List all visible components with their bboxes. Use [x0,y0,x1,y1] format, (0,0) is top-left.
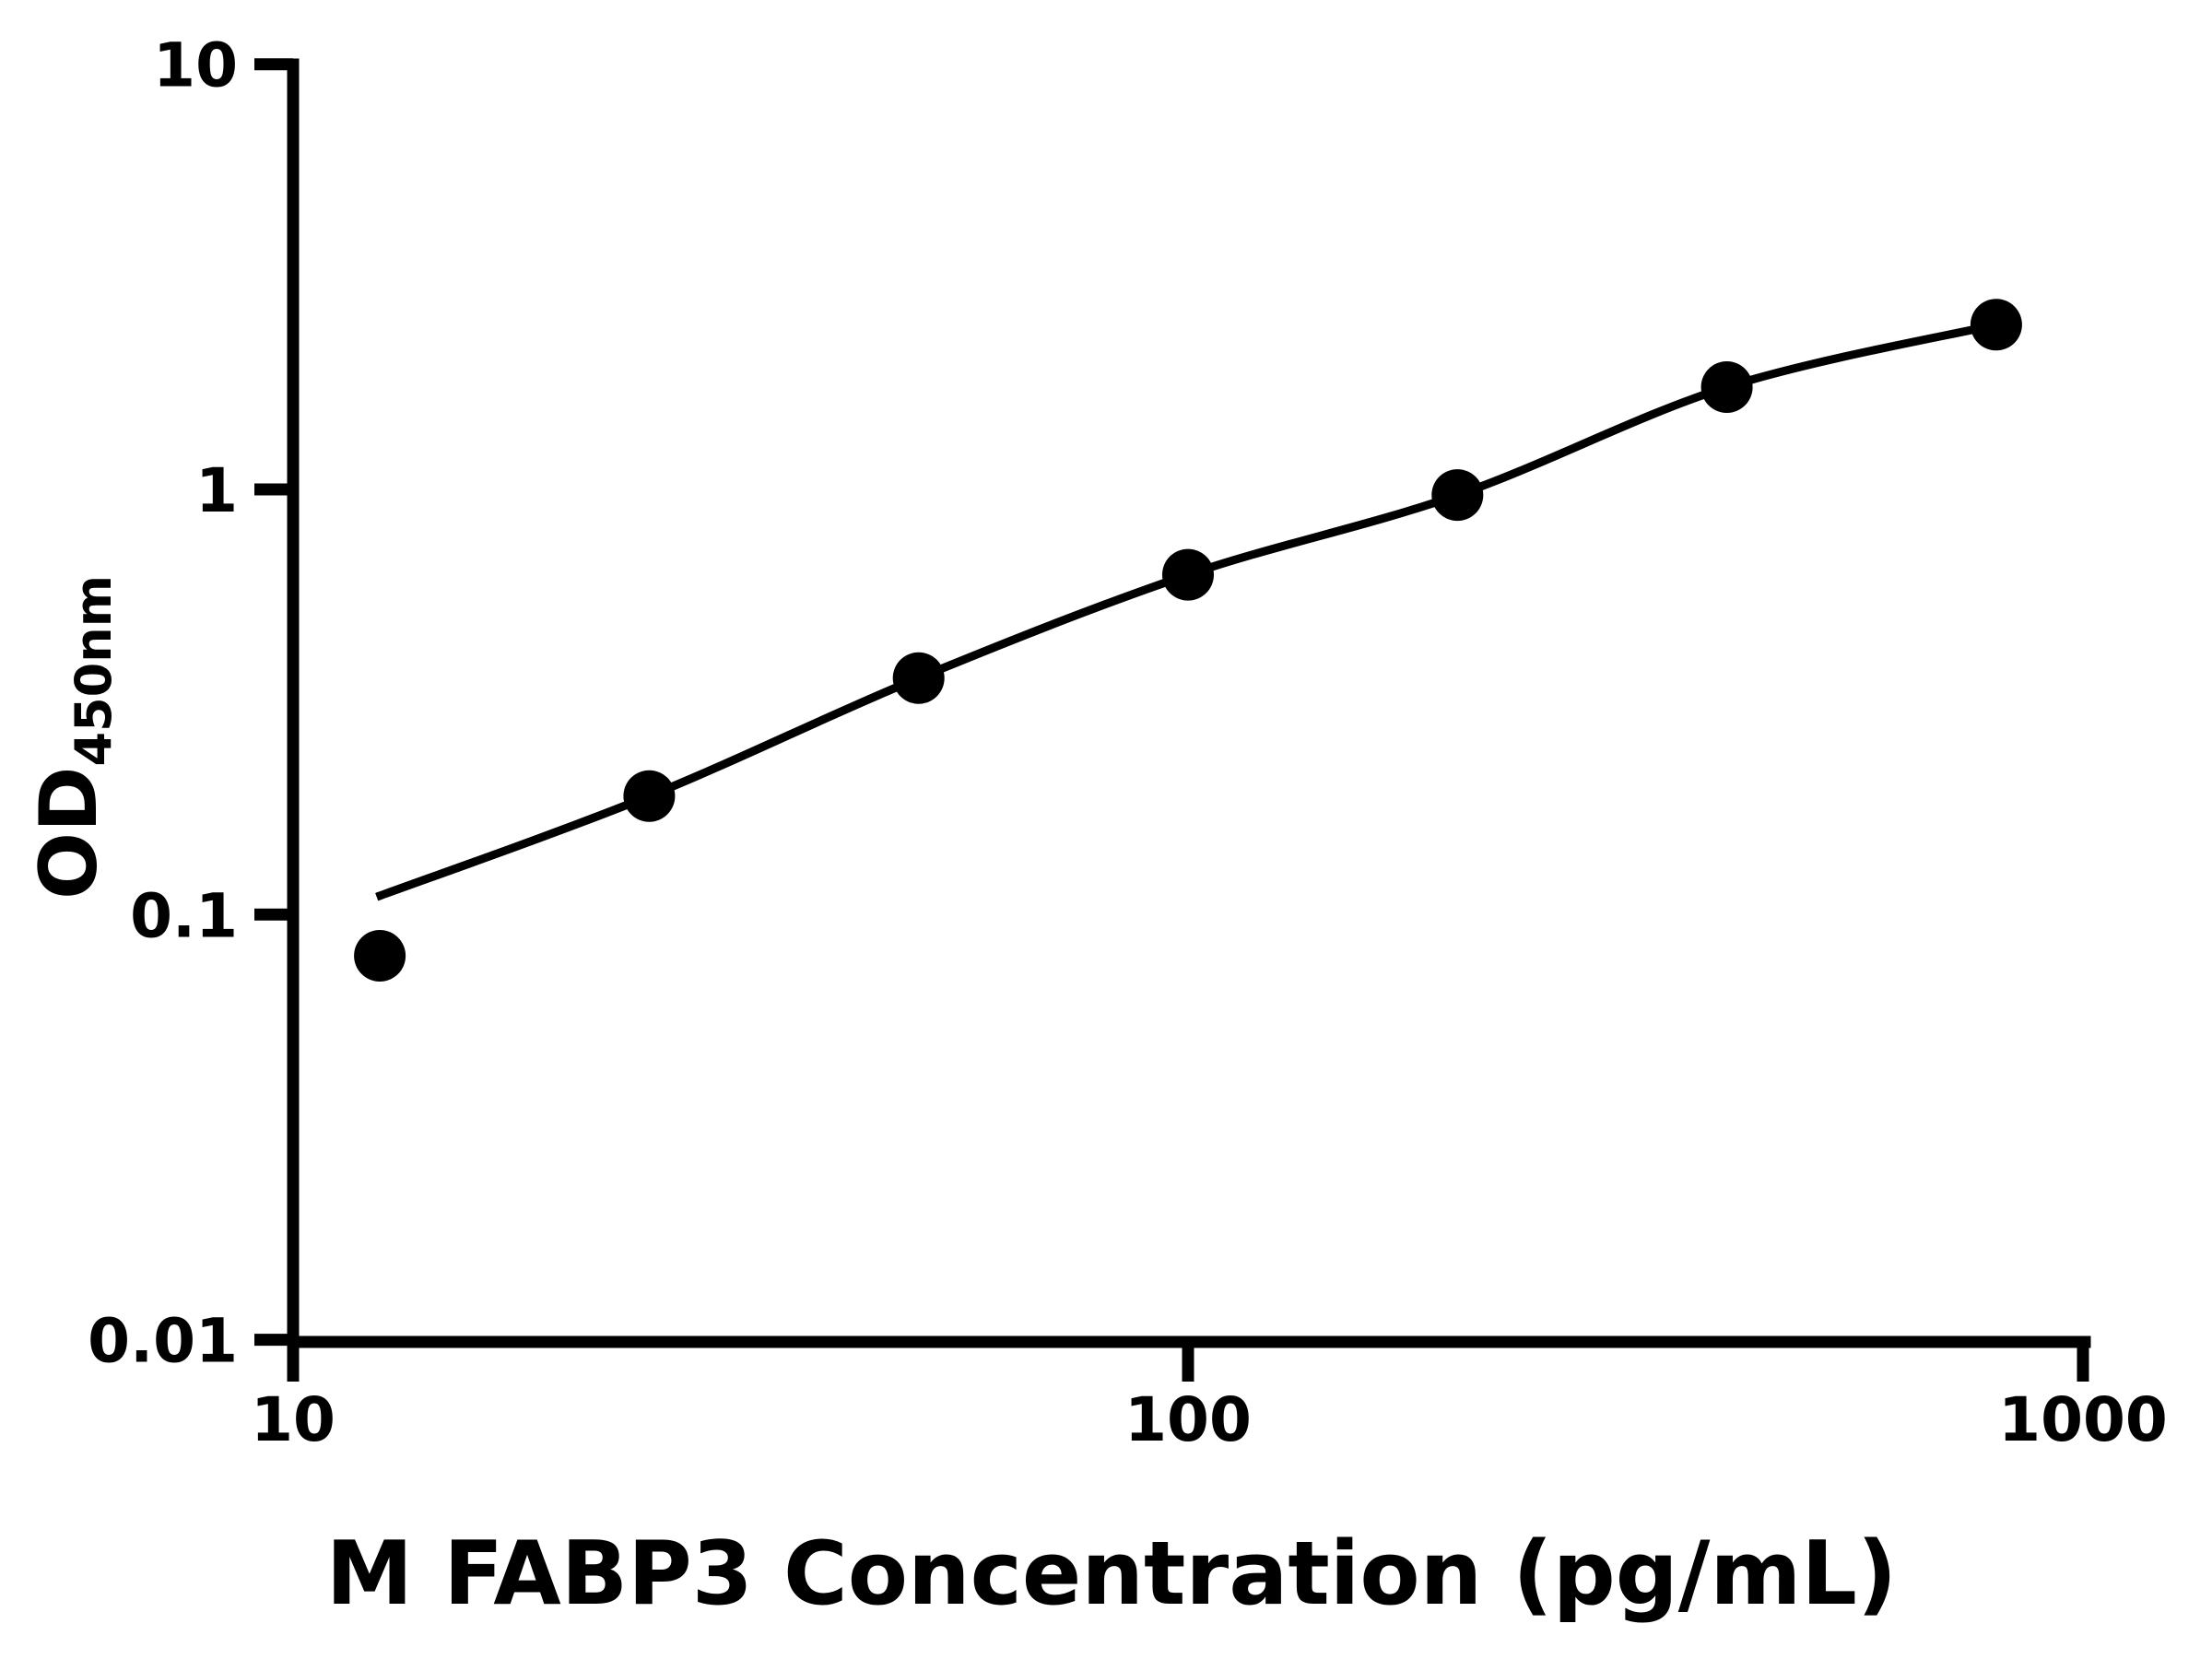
y-tick-label: 0.01 [88,1306,238,1377]
axes: 10 1 0.1 0.01 10 100 1000 [88,30,2168,1455]
y-axis-title-subscript: 450nm [65,575,123,766]
data-point [892,652,945,704]
y-axis-title: OD450nm [23,575,123,900]
fit-curve-line [375,320,1997,901]
x-axis-ticks [287,1342,2089,1382]
y-axis-tick-labels: 10 1 0.1 0.01 [88,30,238,1377]
x-axis-title: M FABP3 Concentration (pg/mL) [326,1524,1898,1625]
x-axis-tick-labels: 10 100 1000 [251,1384,2168,1455]
y-axis-title-main: OD [23,766,115,900]
y-axis-ticks [254,58,293,1347]
data-point [1162,548,1214,601]
data-point [1431,469,1484,522]
data-point [1970,299,2022,351]
x-tick-label: 100 [1124,1384,1252,1455]
data-point [623,770,676,822]
y-tick-label: 10 [153,30,238,101]
x-tick-label: 10 [251,1384,335,1455]
y-tick-label: 0.1 [130,880,238,951]
data-points [354,299,2022,982]
x-tick-label: 1000 [1998,1384,2168,1455]
y-tick-label: 1 [195,455,238,526]
data-point [1700,361,1753,413]
data-point [354,930,406,982]
